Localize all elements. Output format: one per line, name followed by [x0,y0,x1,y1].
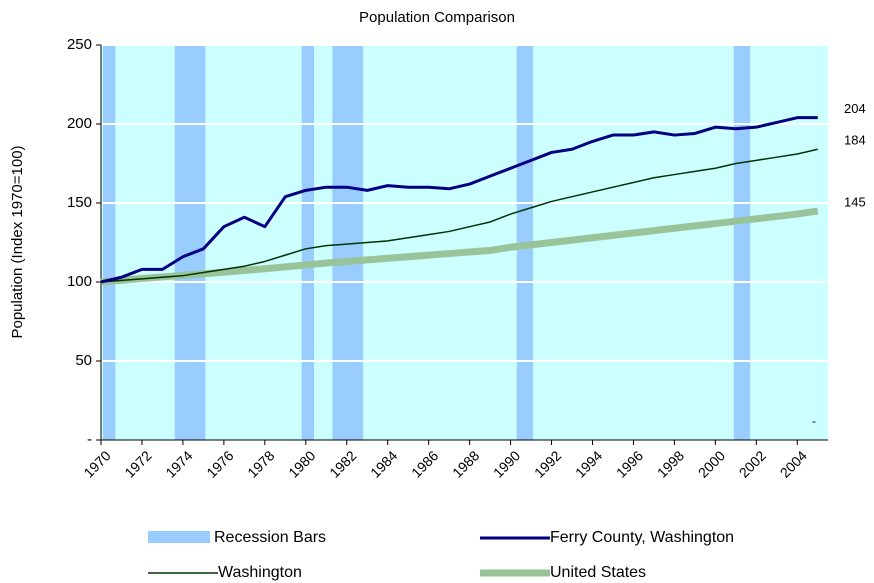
x-tick-label: 1994 [572,447,605,480]
recession-bar [103,45,116,440]
series-line [100,148,818,283]
chart-title: Population Comparison [359,9,515,26]
series-line [100,207,819,286]
x-tick-label: 1976 [203,447,236,480]
y-tick-label: 200 [67,115,92,132]
x-tick-label: 1982 [326,447,359,480]
end-value-label: 145 [844,194,866,209]
y-tick-label: 50 [75,352,92,369]
recession-bar [733,45,751,440]
legend: Recession Bars Ferry County, Washington Wa… [148,529,734,581]
end-value-label: 184 [844,133,866,148]
x-tick-label: 1980 [285,447,318,480]
x-tick-label: 1984 [367,447,400,480]
x-tick-label: 2002 [736,447,769,480]
legend-swatch [148,531,210,543]
legend-label: Recession Bars [214,529,326,546]
end-value-label: 204 [844,101,866,116]
recession-bar [174,45,206,440]
x-tick-label: 1992 [531,447,564,480]
y-tick-label: - [87,431,92,448]
x-tick-label: 2004 [777,447,810,480]
x-tick-label: 2000 [695,447,728,480]
x-tick-label: 1998 [654,447,687,480]
x-tick-label: 1978 [244,447,277,480]
y-tick-label: 150 [67,194,92,211]
y-tick-label: 250 [67,36,92,53]
y-axis-label: Population (Index 1970=100) [9,145,26,338]
x-tick-label: 1974 [162,447,195,480]
legend-label: Washington [218,564,302,581]
series-line [100,116,818,284]
legend-label: Ferry County, Washington [550,529,734,546]
recession-bar [301,45,314,440]
x-tick-label: 1988 [449,447,482,480]
plot-area [101,45,828,440]
x-tick-label: 1972 [121,447,154,480]
x-tick-label: 1986 [408,447,441,480]
x-tick-label: 1990 [490,447,523,480]
x-tick-label: 1996 [613,447,646,480]
y-tick-label: 100 [67,273,92,290]
annotation: - [812,414,816,428]
x-tick-label: 1970 [80,447,113,480]
legend-label: United States [550,564,646,581]
